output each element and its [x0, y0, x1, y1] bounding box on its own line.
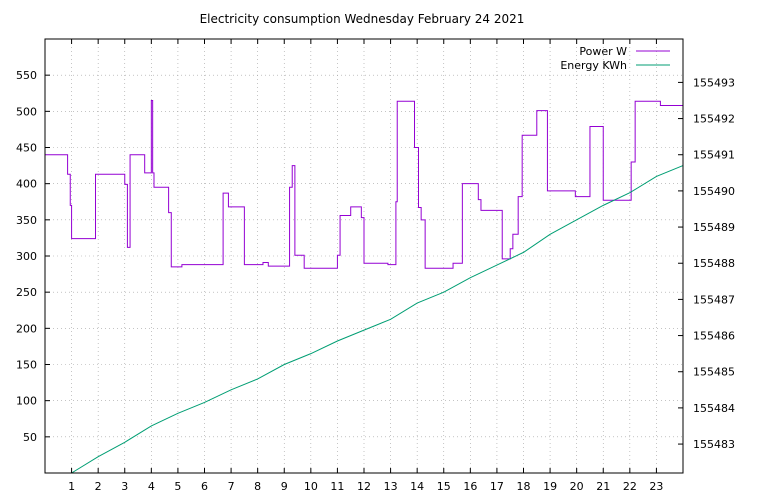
- x-tick-label: 20: [570, 480, 584, 493]
- x-tick-label: 23: [649, 480, 663, 493]
- y2-tick-label: 155493: [693, 76, 735, 89]
- x-tick-label: 22: [623, 480, 637, 493]
- chart-title: Electricity consumption Wednesday Februa…: [200, 12, 525, 26]
- x-tick-label: 17: [490, 480, 504, 493]
- x-tick-label: 7: [228, 480, 235, 493]
- y2-tick-label: 155487: [693, 293, 735, 306]
- series-line-power: [45, 99, 683, 269]
- y-tick-label: 300: [16, 250, 37, 263]
- axes: 1 2 3 4 5 6 7 8 9 10 11 12 13 14 15 16 17 18 19 20 21 22 23501…: [16, 39, 735, 493]
- x-tick-label: 21: [596, 480, 610, 493]
- x-tick-label: 5: [174, 480, 181, 493]
- y-tick-label: 350: [16, 214, 37, 227]
- x-tick-label: 16: [463, 480, 477, 493]
- x-tick-label: 11: [330, 480, 344, 493]
- y2-tick-label: 155484: [693, 402, 735, 415]
- legend: Power W Energy KWh: [560, 45, 670, 72]
- legend-label-energy: Energy KWh: [560, 59, 627, 72]
- y-tick-label: 550: [16, 69, 37, 82]
- series-line-energy: [71, 165, 684, 474]
- x-tick-label: 19: [543, 480, 557, 493]
- grid-lines: [45, 39, 683, 473]
- x-tick-label: 1: [68, 480, 75, 493]
- x-tick-label: 15: [437, 480, 451, 493]
- y-tick-label: 200: [16, 322, 37, 335]
- x-tick-label: 4: [148, 480, 155, 493]
- y-tick-label: 250: [16, 286, 37, 299]
- y2-tick-label: 155483: [693, 438, 735, 451]
- y-tick-label: 450: [16, 142, 37, 155]
- y-tick-label: 50: [23, 431, 37, 444]
- y2-tick-label: 155489: [693, 221, 735, 234]
- y2-tick-label: 155485: [693, 366, 735, 379]
- y2-tick-label: 155492: [693, 113, 735, 126]
- x-tick-label: 18: [517, 480, 531, 493]
- y2-tick-label: 155490: [693, 185, 735, 198]
- y-tick-label: 100: [16, 395, 37, 408]
- x-tick-label: 2: [95, 480, 102, 493]
- legend-label-power: Power W: [579, 45, 627, 58]
- x-tick-label: 14: [410, 480, 424, 493]
- x-tick-label: 8: [254, 480, 261, 493]
- x-tick-label: 13: [384, 480, 398, 493]
- series-layer: [45, 99, 684, 474]
- x-tick-label: 3: [121, 480, 128, 493]
- y2-tick-label: 155488: [693, 257, 735, 270]
- x-tick-label: 12: [357, 480, 371, 493]
- y2-tick-label: 155486: [693, 330, 735, 343]
- x-tick-label: 9: [281, 480, 288, 493]
- x-tick-label: 6: [201, 480, 208, 493]
- y2-tick-label: 155491: [693, 149, 735, 162]
- y-tick-label: 400: [16, 178, 37, 191]
- y-tick-label: 500: [16, 105, 37, 118]
- y-tick-label: 150: [16, 359, 37, 372]
- x-tick-label: 10: [304, 480, 318, 493]
